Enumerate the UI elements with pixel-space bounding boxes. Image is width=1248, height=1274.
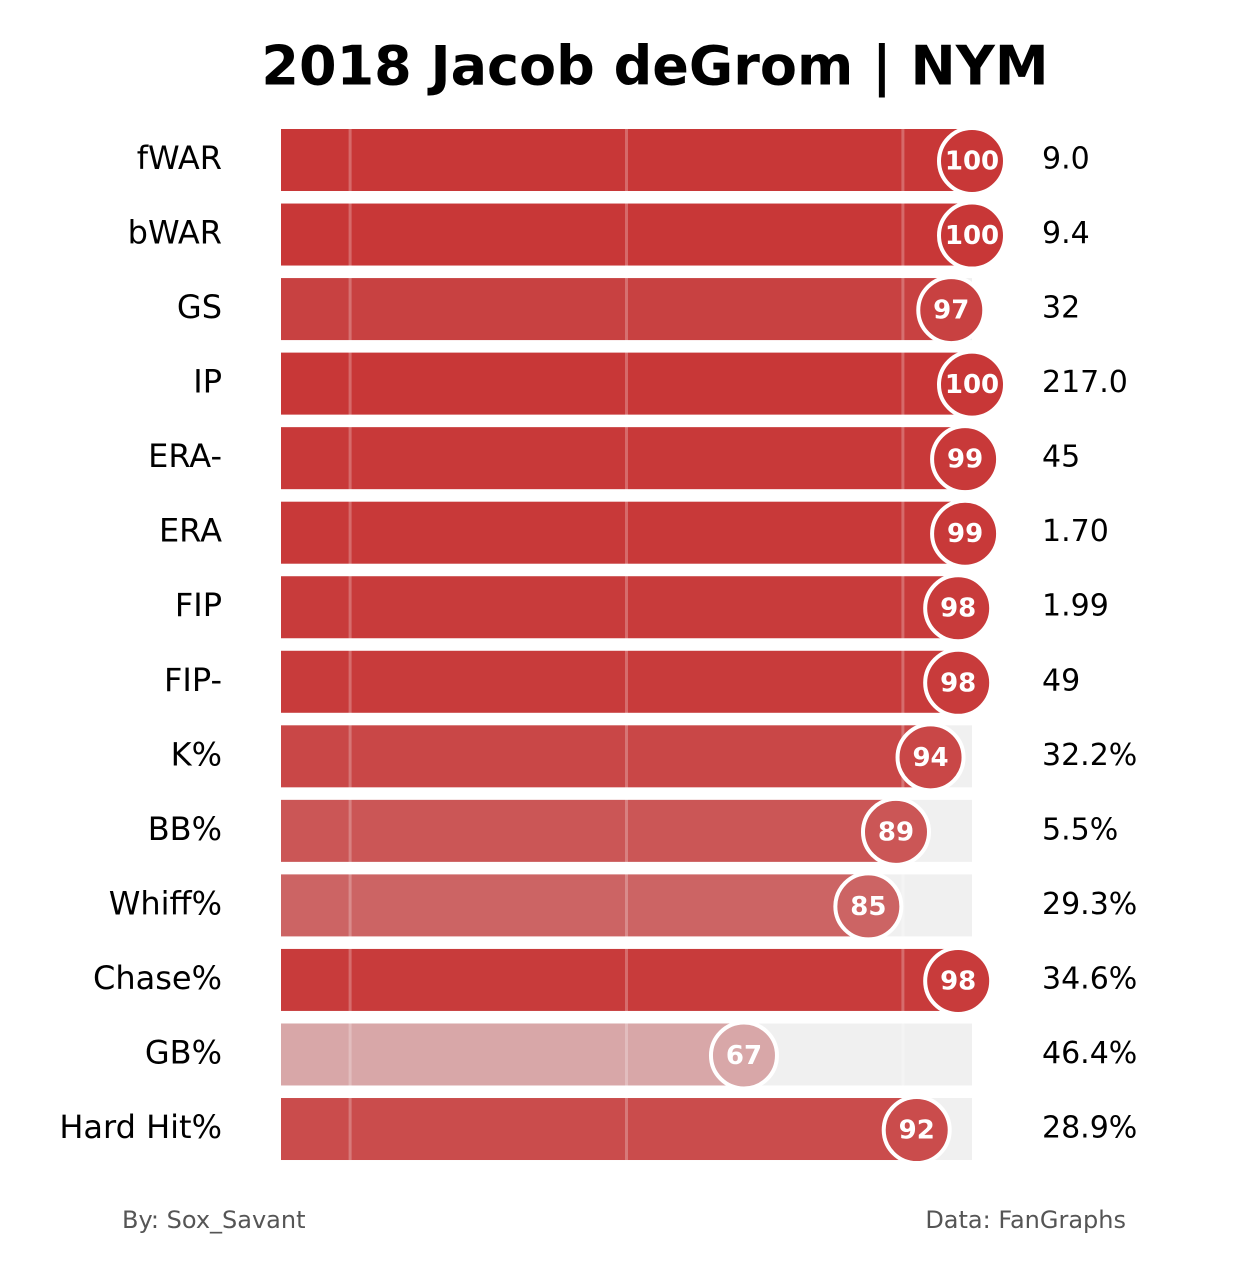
percentile-marker: [833, 871, 904, 942]
metric-label: FIP: [175, 586, 222, 624]
percentile-marker: [923, 573, 994, 644]
stat-value: 217.0: [1042, 365, 1128, 400]
percentile-marker: [937, 349, 1007, 420]
percentile-label: 89: [878, 817, 914, 847]
bar: [281, 576, 959, 639]
metric-label: ERA-: [148, 437, 222, 475]
percentile-marker: [708, 1020, 779, 1091]
bar: [281, 650, 959, 713]
bar: [281, 352, 972, 415]
bar: [281, 129, 972, 191]
bar: [281, 1098, 917, 1161]
bar: [281, 501, 966, 564]
credit: By: Sox_Savant: [122, 1206, 306, 1234]
percentile-label: 85: [850, 892, 886, 922]
metric-label: GB%: [145, 1033, 222, 1071]
metric-label: FIP-: [164, 661, 222, 699]
metric-label: Whiff%: [109, 884, 222, 922]
metric-label: K%: [171, 735, 222, 773]
stat-value: 9.0: [1042, 142, 1090, 177]
stat-value: 9.4: [1042, 216, 1090, 251]
stat-value: 49: [1042, 663, 1080, 698]
chart-title: 2018 Jacob deGrom | NYM: [261, 35, 1048, 98]
percentile-marker: [860, 796, 931, 867]
stat-value: 32: [1042, 291, 1080, 326]
metric-label: IP: [193, 363, 222, 401]
stat-value: 46.4%: [1042, 1036, 1137, 1071]
metric-label: ERA: [159, 512, 222, 550]
bar: [281, 1023, 744, 1086]
percentile-marker: [923, 945, 994, 1016]
stat-value: 28.9%: [1042, 1111, 1137, 1146]
percentile-marker: [916, 275, 987, 346]
percentile-label: 92: [899, 1116, 935, 1146]
percentile-label: 67: [726, 1041, 762, 1071]
metric-label: Hard Hit%: [59, 1108, 222, 1146]
stat-value: 29.3%: [1042, 887, 1137, 922]
stat-value: 5.5%: [1042, 812, 1118, 847]
metric-label: Chase%: [93, 959, 222, 997]
percentile-marker: [923, 647, 994, 718]
percentile-marker: [937, 200, 1007, 271]
percentile-label: 100: [945, 147, 999, 177]
stat-value: 45: [1042, 440, 1080, 475]
percentile-label: 99: [947, 445, 983, 475]
bar: [281, 427, 966, 490]
percentile-label: 97: [933, 296, 969, 326]
percentile-label: 98: [940, 668, 976, 698]
stat-value: 1.99: [1042, 589, 1109, 624]
bar: [281, 799, 896, 862]
metric-label: fWAR: [137, 139, 222, 177]
bar: [281, 874, 869, 937]
percentile-label: 98: [940, 966, 976, 996]
percentile-marker: [930, 498, 1001, 569]
metric-label: bWAR: [128, 214, 222, 252]
percentile-label: 100: [945, 370, 999, 400]
percentile-label: 94: [912, 743, 948, 773]
bar: [281, 948, 959, 1011]
percentile-marker: [937, 126, 1007, 196]
stat-value: 34.6%: [1042, 961, 1137, 996]
bar: [281, 278, 952, 341]
stat-value: 1.70: [1042, 514, 1109, 549]
percentile-label: 99: [947, 519, 983, 549]
source: Data: FanGraphs: [925, 1206, 1126, 1234]
percentile-marker: [930, 424, 1001, 495]
percentile-label: 100: [945, 221, 999, 251]
bar: [281, 725, 931, 788]
percentile-label: 98: [940, 594, 976, 624]
percentile-marker: [881, 1095, 952, 1166]
percentile-marker: [895, 722, 966, 793]
stat-value: 32.2%: [1042, 738, 1137, 773]
bar: [281, 203, 972, 266]
metric-label: GS: [177, 288, 222, 326]
metric-label: BB%: [148, 810, 222, 848]
